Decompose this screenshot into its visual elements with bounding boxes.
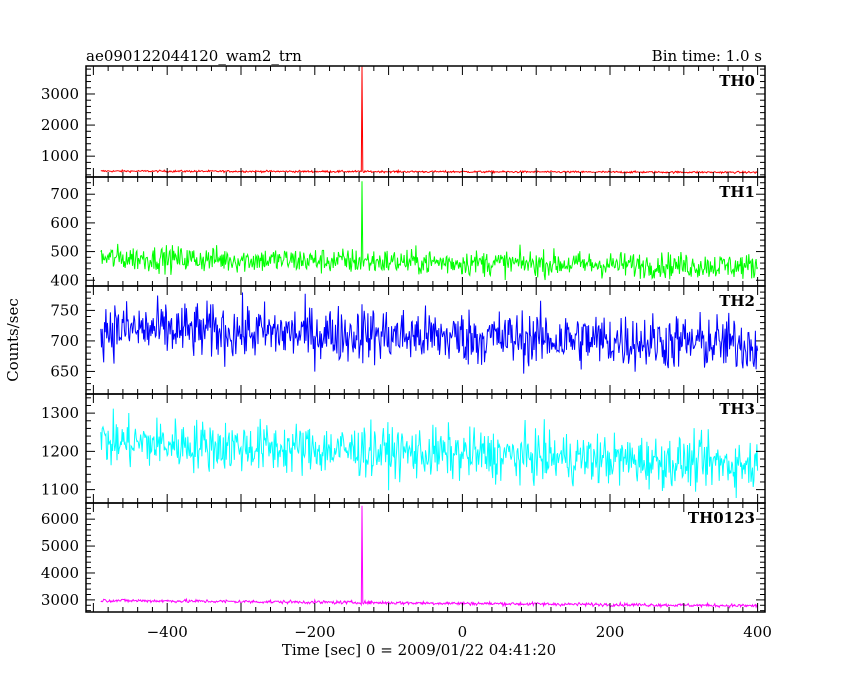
- y-tick-label: 500: [50, 243, 79, 261]
- series-th3: [100, 408, 759, 499]
- panel-label-th3: TH3: [719, 400, 755, 418]
- y-tick-label: 700: [50, 332, 79, 350]
- panel-label-th1: TH1: [719, 183, 755, 201]
- panel-frame: [85, 65, 766, 178]
- series-th1: [100, 181, 759, 281]
- series-th0: [100, 66, 758, 175]
- panel-th2: 650 700 750 TH2: [50, 285, 766, 395]
- x-tick-label: 400: [743, 623, 772, 641]
- y-tick-label: 6000: [41, 510, 79, 528]
- y-tick-label: 700: [50, 185, 79, 203]
- x-axis: −400 −200 0 200 400: [147, 623, 772, 641]
- x-tick-label: 0: [458, 623, 468, 641]
- y-tick-label: 1100: [41, 481, 79, 499]
- y-tick-label: 3000: [41, 85, 79, 103]
- series-th2: [100, 292, 759, 374]
- panel-frame: [85, 502, 766, 613]
- y-tick-label: 5000: [41, 537, 79, 555]
- panel-label-th2: TH2: [719, 292, 755, 310]
- y-tick-label: 4000: [41, 564, 79, 582]
- y-tick-label: 3000: [41, 591, 79, 609]
- y-tick-label: 400: [50, 271, 79, 289]
- bin-time-label: Bin time: 1.0 s: [652, 47, 762, 65]
- panel-label-th0123: TH0123: [688, 509, 755, 527]
- y-tick-label: 2000: [41, 116, 79, 134]
- y-tick-label: 1200: [41, 442, 79, 460]
- y-tick-label: 650: [50, 362, 79, 380]
- y-tick-label: 600: [50, 214, 79, 232]
- panels-group: 1000 2000 3000 TH0 400 500 600 700 TH1 650 700 750 T…: [41, 65, 766, 613]
- plot-title: ae090122044120_wam2_trn: [86, 47, 302, 65]
- y-axis-label: Counts/sec: [4, 298, 22, 382]
- x-axis-label: Time [sec] 0 = 2009/01/22 04:41:20: [282, 641, 556, 659]
- panel-th1: 400 500 600 700 TH1: [50, 176, 766, 289]
- y-tick-label: 1300: [41, 404, 79, 422]
- y-tick-label: 750: [50, 301, 79, 319]
- x-tick-label: −200: [294, 623, 335, 641]
- x-tick-label: −400: [147, 623, 188, 641]
- y-tick-label: 1000: [41, 147, 79, 165]
- panel-th0: 1000 2000 3000 TH0: [41, 65, 766, 178]
- panel-label-th0: TH0: [719, 72, 755, 90]
- x-tick-label: 200: [596, 623, 625, 641]
- series-th0123: [100, 505, 759, 609]
- panel-th0123: 3000 4000 5000 6000 TH0123: [41, 502, 766, 613]
- panel-th3: 1100 1200 1300 TH3: [41, 393, 766, 504]
